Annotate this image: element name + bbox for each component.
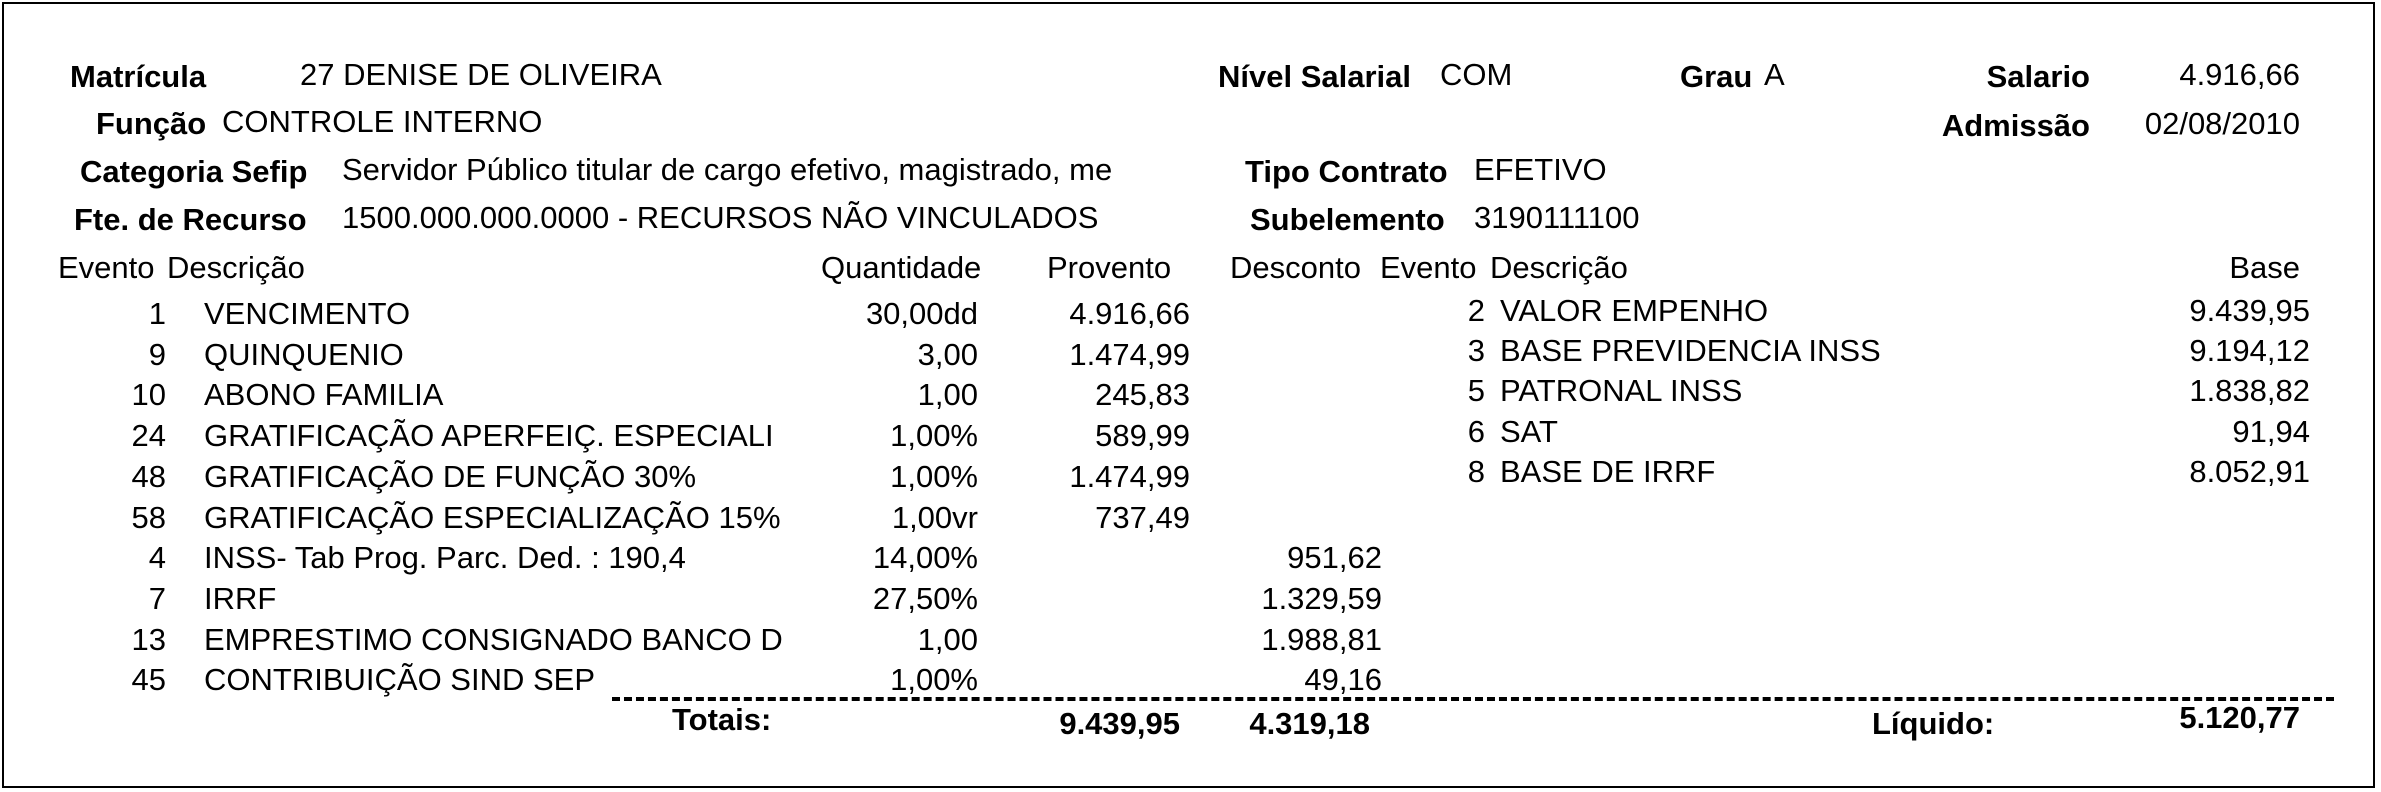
event-quantity: 3,00 bbox=[917, 336, 978, 372]
base-value: 8.052,91 bbox=[2189, 453, 2310, 489]
col-quantidade: Quantidade bbox=[821, 250, 982, 285]
liquido-label: Líquido: bbox=[1872, 706, 1995, 741]
base-event-code: 5 bbox=[1467, 373, 1485, 409]
base-event-code: 6 bbox=[1467, 413, 1485, 449]
col-evento-base: Evento bbox=[1380, 250, 1477, 285]
event-code: 9 bbox=[148, 336, 166, 372]
total-proventos: 9.439,95 bbox=[1059, 706, 1180, 741]
event-code: 13 bbox=[131, 621, 166, 657]
tipo-contrato-label: Tipo Contrato bbox=[1245, 154, 1448, 189]
event-description: GRATIFICAÇÃO ESPECIALIZAÇÃO 15% bbox=[204, 499, 781, 535]
col-descricao: Descrição bbox=[167, 250, 305, 285]
grau-label: Grau bbox=[1680, 59, 1753, 94]
base-value: 9.194,12 bbox=[2189, 333, 2310, 369]
subelemento-value: 3190111100 bbox=[1474, 200, 1640, 235]
event-provento: 245,83 bbox=[1095, 377, 1190, 413]
event-provento: 4.916,66 bbox=[1069, 296, 1190, 331]
event-quantity: 14,00% bbox=[872, 540, 978, 576]
base-description: PATRONAL INSS bbox=[1500, 373, 1743, 409]
event-code: 10 bbox=[131, 377, 166, 413]
event-quantity: 1,00% bbox=[890, 458, 978, 494]
event-quantity: 1,00 bbox=[917, 377, 978, 413]
col-desconto: Desconto bbox=[1230, 250, 1361, 285]
event-description: IRRF bbox=[204, 580, 277, 616]
salario-label: Salario bbox=[1986, 59, 2090, 94]
admissao-label: Admissão bbox=[1941, 108, 2090, 143]
fonte-recurso-label: Fte. de Recurso bbox=[74, 202, 307, 237]
total-descontos: 4.319,18 bbox=[1249, 706, 1370, 741]
base-value: 91,94 bbox=[2232, 413, 2310, 449]
event-provento: 1.474,99 bbox=[1069, 336, 1190, 372]
grau-value: A bbox=[1764, 57, 1785, 92]
event-desconto: 1.329,59 bbox=[1261, 580, 1382, 616]
base-value: 9.439,95 bbox=[2189, 293, 2310, 328]
col-descricao-base: Descrição bbox=[1490, 250, 1628, 285]
admissao-value: 02/08/2010 bbox=[2144, 106, 2300, 141]
nivel-salarial-value: COM bbox=[1440, 57, 1513, 92]
event-description: GRATIFICAÇÃO DE FUNÇÃO 30% bbox=[204, 458, 697, 494]
subelemento-label: Subelemento bbox=[1250, 202, 1445, 237]
nivel-salarial-label: Nível Salarial bbox=[1218, 59, 1412, 94]
funcao-label: Função bbox=[96, 106, 207, 141]
base-event-code: 3 bbox=[1467, 333, 1485, 369]
totals-divider bbox=[612, 697, 2334, 701]
base-event-code: 8 bbox=[1467, 453, 1485, 489]
event-code: 45 bbox=[131, 662, 166, 698]
event-desconto: 1.988,81 bbox=[1261, 621, 1382, 657]
event-description: EMPRESTIMO CONSIGNADO BANCO D bbox=[204, 621, 783, 657]
event-description: ABONO FAMILIA bbox=[204, 377, 444, 413]
categoria-sefip-label: Categoria Sefip bbox=[80, 154, 308, 189]
funcao-value: CONTROLE INTERNO bbox=[222, 104, 543, 139]
base-description: BASE PREVIDENCIA INSS bbox=[1500, 333, 1881, 369]
event-quantity: 27,50% bbox=[872, 580, 978, 616]
salario-value: 4.916,66 bbox=[2179, 57, 2300, 92]
event-description: GRATIFICAÇÃO APERFEIÇ. ESPECIALI bbox=[204, 418, 774, 454]
tipo-contrato-value: EFETIVO bbox=[1474, 152, 1607, 187]
event-code: 4 bbox=[148, 540, 166, 576]
event-description: QUINQUENIO bbox=[204, 336, 404, 372]
event-provento: 737,49 bbox=[1095, 499, 1190, 535]
base-description: BASE DE IRRF bbox=[1500, 453, 1716, 489]
event-desconto: 951,62 bbox=[1287, 540, 1382, 576]
col-base: Base bbox=[2229, 250, 2300, 285]
categoria-sefip-value: Servidor Público titular de cargo efetiv… bbox=[342, 152, 1113, 187]
event-code: 58 bbox=[131, 499, 166, 535]
liquido-value: 5.120,77 bbox=[2179, 700, 2300, 735]
totais-label: Totais: bbox=[672, 702, 772, 737]
event-provento: 1.474,99 bbox=[1069, 458, 1190, 494]
event-quantity: 1,00 bbox=[917, 621, 978, 657]
col-provento: Provento bbox=[1047, 250, 1172, 285]
matricula-value: 27 DENISE DE OLIVEIRA bbox=[300, 57, 662, 92]
matricula-label: Matrícula bbox=[70, 59, 207, 94]
event-code: 24 bbox=[131, 418, 166, 454]
base-description: SAT bbox=[1500, 413, 1558, 449]
fonte-recurso-value: 1500.000.000.0000 - RECURSOS NÃO VINCULA… bbox=[342, 200, 1099, 235]
event-quantity: 30,00dd bbox=[865, 296, 978, 331]
base-value: 1.838,82 bbox=[2189, 373, 2310, 409]
col-evento: Evento bbox=[58, 250, 155, 285]
event-code: 7 bbox=[148, 580, 166, 616]
event-quantity: 1,00% bbox=[890, 662, 978, 698]
event-code: 48 bbox=[131, 458, 166, 494]
event-description: VENCIMENTO bbox=[204, 296, 411, 331]
event-description: CONTRIBUIÇÃO SIND SEP bbox=[204, 662, 595, 698]
event-code: 1 bbox=[148, 296, 166, 331]
event-description: INSS- Tab Prog. Parc. Ded. : 190,4 bbox=[204, 540, 686, 576]
base-event-code: 2 bbox=[1467, 293, 1485, 328]
base-description: VALOR EMPENHO bbox=[1500, 293, 1769, 328]
event-quantity: 1,00vr bbox=[891, 499, 978, 535]
event-desconto: 49,16 bbox=[1304, 662, 1382, 698]
event-provento: 589,99 bbox=[1095, 418, 1190, 454]
event-quantity: 1,00% bbox=[890, 418, 978, 454]
